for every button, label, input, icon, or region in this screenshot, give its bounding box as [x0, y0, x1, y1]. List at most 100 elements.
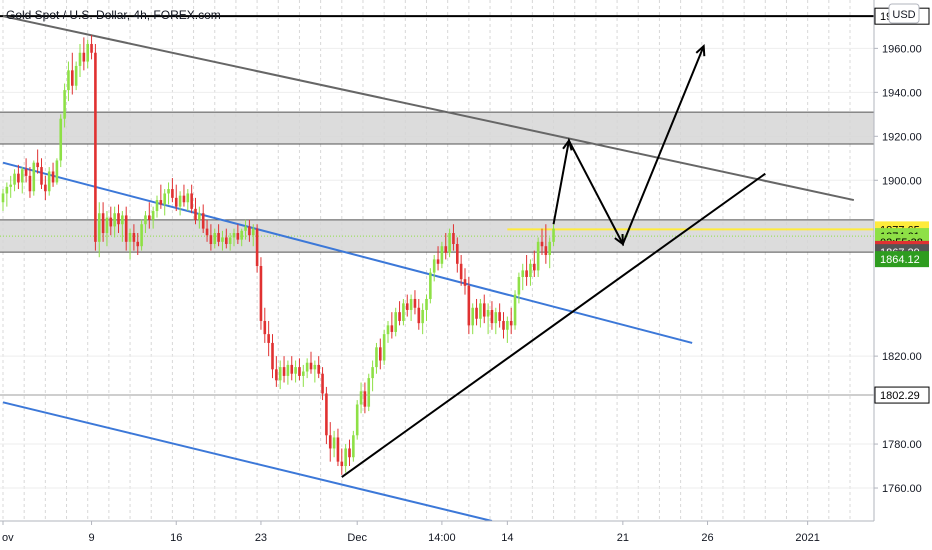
- candle-body: [452, 233, 455, 245]
- price-axis-ticks: 1760.00 1780.00 1820.00 1900.00 1920.00 1940.…: [874, 43, 922, 495]
- candle-body: [321, 373, 324, 394]
- candle-body: [32, 162, 36, 192]
- candle-body: [236, 233, 240, 240]
- candle-body: [205, 228, 209, 236]
- price-tick-label: 1780.00: [882, 439, 922, 451]
- candle-body: [263, 320, 267, 335]
- candle-body: [482, 303, 486, 317]
- candle-body: [394, 312, 397, 332]
- candle-body: [59, 118, 63, 161]
- candle-body: [24, 169, 28, 176]
- candle-body: [240, 230, 243, 240]
- candle-body: [101, 213, 105, 234]
- candle-body: [109, 217, 113, 227]
- candle-body: [340, 461, 344, 467]
- candle-body: [513, 294, 517, 326]
- candle-body: [28, 175, 32, 192]
- time-axis-background[interactable]: [0, 521, 874, 550]
- candle-body: [63, 90, 66, 119]
- candle-body: [44, 184, 47, 192]
- projection-line: [552, 45, 705, 247]
- candle-body: [517, 276, 521, 295]
- candle-body: [475, 307, 478, 319]
- candle-body: [82, 52, 86, 62]
- time-tick-label: 14: [501, 532, 513, 544]
- candle-body: [194, 208, 197, 220]
- candle-body: [47, 171, 51, 192]
- candle-body: [144, 215, 147, 225]
- candle-body: [124, 215, 128, 242]
- candle-body: [444, 246, 448, 253]
- candle-body: [332, 437, 336, 449]
- candle-body: [471, 307, 474, 326]
- candle-body: [429, 272, 432, 299]
- price-tick-label: 1920.00: [882, 131, 922, 143]
- candle-body: [525, 270, 528, 277]
- candle-body: [17, 173, 20, 183]
- candle-body: [20, 169, 24, 183]
- candle-body: [386, 325, 390, 335]
- candle-body: [459, 263, 463, 280]
- candle-body: [117, 213, 120, 225]
- candle-body: [533, 263, 536, 271]
- candle-body: [371, 367, 374, 379]
- candle-body: [432, 259, 436, 273]
- candlesticks: [1, 35, 555, 475]
- candle-body: [498, 312, 501, 321]
- candle-body: [136, 241, 140, 247]
- candle-body: [328, 435, 332, 449]
- time-tick-label: 9: [88, 532, 94, 544]
- candle-body: [128, 233, 132, 242]
- candle-body: [248, 226, 251, 236]
- trendline: [341, 172, 766, 478]
- currency-button[interactable]: USD: [888, 3, 920, 24]
- time-tick-label: 2021: [795, 532, 819, 544]
- candle-body: [201, 213, 205, 229]
- candle-body: [9, 184, 12, 187]
- candle-body: [521, 270, 525, 277]
- candle-body: [390, 325, 394, 332]
- candle-body: [121, 215, 124, 225]
- candle-body: [5, 186, 9, 194]
- candle-body: [105, 217, 109, 234]
- price-tick-label: 1960.00: [882, 43, 922, 55]
- candle-body: [375, 347, 378, 368]
- candle-body: [113, 213, 116, 227]
- candle-body: [456, 244, 459, 264]
- candle-body: [40, 167, 43, 185]
- price-tick-label: 1760.00: [882, 483, 922, 495]
- candle-body: [325, 393, 328, 436]
- price-tick-label: 1940.00: [882, 87, 922, 99]
- chart-title: Gold Spot / U.S. Dollar, 4h, FOREX.com: [6, 8, 221, 22]
- candle-body: [509, 320, 513, 326]
- candle-body: [409, 298, 413, 310]
- price-tag-bg: [875, 251, 929, 268]
- candle-body: [405, 303, 409, 310]
- candle-body: [155, 200, 159, 212]
- candle-body: [317, 364, 320, 374]
- candle-body: [148, 215, 151, 220]
- candle-body: [186, 193, 190, 203]
- candle-body: [286, 364, 290, 376]
- candle-body: [221, 237, 224, 242]
- projection-path: [552, 44, 706, 247]
- candle-body: [398, 312, 401, 321]
- time-tick-label: 14:00: [428, 532, 456, 544]
- candle-body: [94, 52, 97, 242]
- candle-body: [548, 241, 551, 256]
- candle-body: [479, 303, 482, 319]
- candle-body: [294, 367, 297, 374]
- candle-body: [290, 364, 294, 374]
- candle-body: [174, 197, 178, 207]
- price-zone: [0, 112, 874, 144]
- candle-body: [209, 235, 213, 245]
- currency-button-frame: [888, 3, 920, 24]
- currency-label: USD: [892, 9, 915, 21]
- candle-body: [313, 364, 317, 370]
- candle-body: [225, 237, 228, 245]
- candle-body: [267, 334, 270, 343]
- candle-body: [298, 367, 301, 376]
- candle-body: [140, 224, 143, 247]
